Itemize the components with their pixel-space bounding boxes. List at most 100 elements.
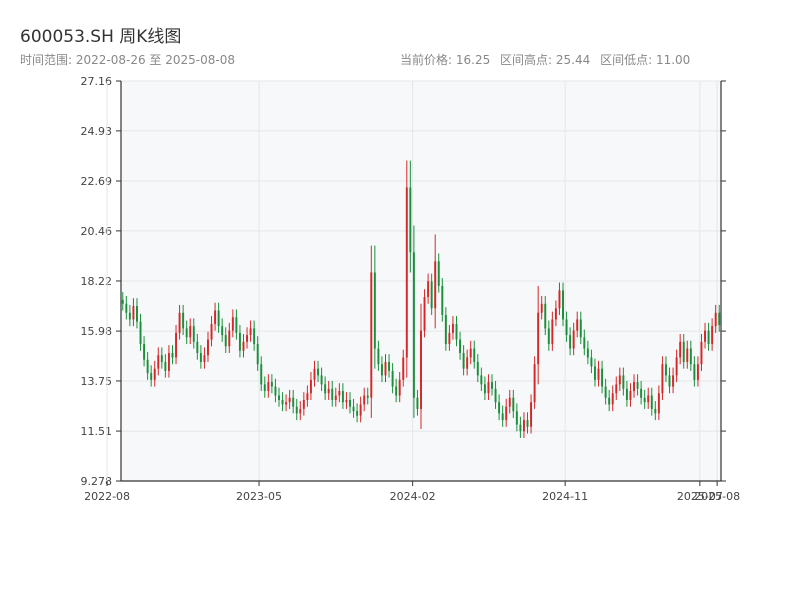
candle-body xyxy=(668,375,671,387)
x-tick-label: 2023-05 xyxy=(236,490,282,503)
candle-body xyxy=(455,323,458,340)
candle-body xyxy=(136,306,138,322)
price-stats: 当前价格: 16.25 区间高点: 25.44 区间低点: 11.00 xyxy=(400,51,696,68)
candle-body xyxy=(292,397,295,407)
candle-body xyxy=(299,408,302,414)
candle-body xyxy=(334,395,337,400)
candle-body xyxy=(377,348,380,365)
candle-body xyxy=(121,299,124,304)
candle-body xyxy=(654,408,657,414)
candle-body xyxy=(643,397,646,403)
x-tick-label: 2024-11 xyxy=(542,490,588,503)
candle-body xyxy=(345,399,348,403)
candle-body xyxy=(402,357,405,380)
candle-body xyxy=(249,328,252,336)
candle-body xyxy=(366,395,369,398)
candle-body xyxy=(530,402,533,427)
candle-body xyxy=(125,303,128,313)
candle-body xyxy=(476,361,479,376)
candle-body xyxy=(618,375,621,385)
candle-body xyxy=(132,306,135,320)
candle-body xyxy=(274,386,277,396)
candle-body xyxy=(558,290,561,309)
candle-body xyxy=(672,375,675,387)
candle-body xyxy=(430,281,433,309)
candle-body xyxy=(647,395,650,403)
candle-body xyxy=(611,393,614,405)
candle-body xyxy=(533,364,536,403)
candle-body xyxy=(540,303,543,313)
current-price: 当前价格: 16.25 xyxy=(400,53,491,67)
candle-body xyxy=(636,382,639,389)
candle-body xyxy=(253,328,256,345)
candle-body xyxy=(576,319,579,331)
y-tick-label: 22.69 xyxy=(81,175,113,188)
candle-body xyxy=(608,397,611,405)
candle-body xyxy=(167,353,170,371)
candle-body xyxy=(302,399,305,409)
candle-body xyxy=(231,317,234,331)
candle-body xyxy=(544,303,547,329)
candle-body xyxy=(448,332,451,345)
candle-body xyxy=(597,368,600,380)
candle-body xyxy=(664,364,667,376)
y-tick-label: 11.51 xyxy=(81,425,113,438)
candle-body xyxy=(501,413,504,421)
candle-body xyxy=(601,368,604,387)
candle-body xyxy=(164,361,167,371)
candle-body xyxy=(590,357,593,367)
candle-body xyxy=(416,397,419,409)
candle-body xyxy=(586,348,589,358)
candle-body xyxy=(679,341,682,358)
candle-body xyxy=(224,335,227,347)
candle-body xyxy=(370,272,373,398)
candle-body xyxy=(686,348,689,362)
candle-body xyxy=(420,330,422,409)
y-tick-label: 27.16 xyxy=(81,75,113,88)
candle-body xyxy=(441,285,444,315)
candle-body xyxy=(583,337,586,349)
y-tick-label: 24.93 xyxy=(81,125,113,138)
candle-body xyxy=(554,308,557,320)
candle-body xyxy=(423,297,426,331)
candle-body xyxy=(625,388,628,400)
candle-body xyxy=(593,366,596,380)
candle-body xyxy=(313,368,316,380)
x-tick-label: 2022-08 xyxy=(84,490,130,503)
candle-body xyxy=(565,319,568,336)
chart-title: 600053.SH 周K线图 xyxy=(20,27,182,47)
candle-body xyxy=(221,326,224,336)
candle-body xyxy=(395,386,398,396)
range-high: 区间高点: 25.44 xyxy=(500,53,591,67)
candle-body xyxy=(380,364,383,376)
candle-body xyxy=(309,379,312,394)
candle-body xyxy=(640,388,643,398)
candle-body xyxy=(373,272,376,349)
candle-body xyxy=(604,386,607,398)
candle-body xyxy=(153,368,156,380)
candle-body xyxy=(331,388,334,400)
candle-body xyxy=(409,187,412,253)
candle-body xyxy=(143,344,146,360)
candle-body xyxy=(384,361,387,376)
candle-body xyxy=(469,348,472,358)
candle-body xyxy=(412,252,415,398)
candle-body xyxy=(629,391,632,400)
time-range-label: 时间范围: 2022-08-26 至 2025-08-08 xyxy=(20,53,235,67)
candle-body xyxy=(349,399,351,407)
candle-body xyxy=(537,312,540,365)
candle-body xyxy=(505,406,508,421)
candle-body xyxy=(451,323,454,333)
candle-body xyxy=(207,339,209,356)
x-tick-label: 2025-07 xyxy=(677,490,723,503)
candle-body xyxy=(693,364,696,380)
candle-body xyxy=(615,384,618,394)
candle-body xyxy=(281,399,284,405)
candle-body xyxy=(146,359,149,374)
candle-body xyxy=(657,393,660,414)
candle-body xyxy=(444,314,447,345)
candle-body xyxy=(182,312,185,329)
candle-body xyxy=(579,319,582,338)
candle-body xyxy=(150,373,153,380)
candle-body xyxy=(157,355,160,369)
